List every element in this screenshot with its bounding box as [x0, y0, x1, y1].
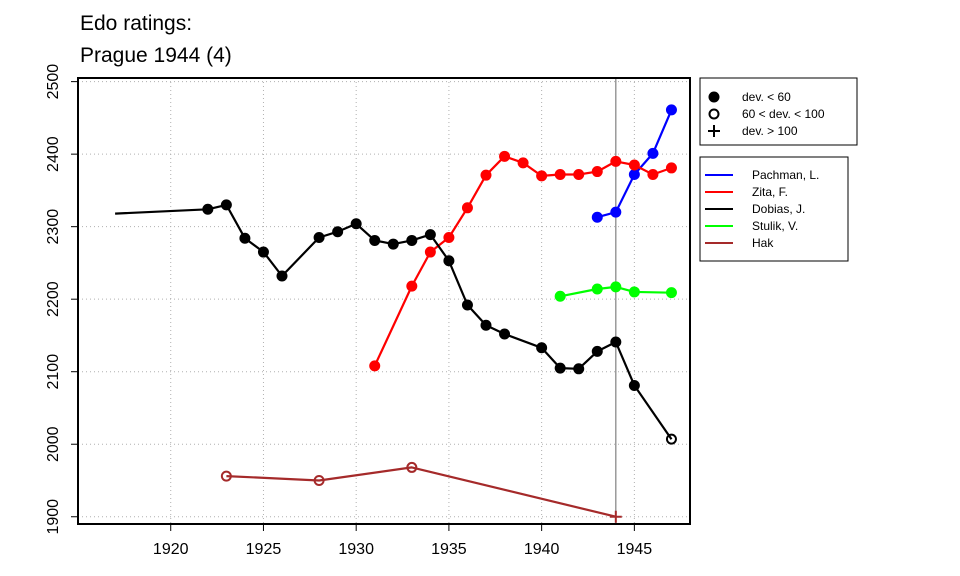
data-point-zita-f	[499, 150, 511, 162]
data-point-dobias-j	[573, 363, 585, 375]
deviation-legend-marker	[708, 91, 720, 103]
data-point-zita-f	[480, 169, 492, 181]
data-point-dobias-j	[332, 226, 344, 238]
plot-frame	[77, 77, 691, 525]
data-point-zita-f	[647, 168, 659, 180]
data-point-zita-f	[536, 170, 548, 182]
y-tick-label: 2500	[45, 64, 62, 100]
series-stulik-v	[554, 281, 677, 302]
y-tick-label: 2100	[45, 354, 62, 390]
deviation-legend-label: 60 < dev. < 100	[742, 107, 825, 121]
data-point-dobias-j	[257, 246, 269, 258]
x-tick-label: 1925	[246, 541, 282, 558]
data-point-pachman-l	[628, 168, 640, 180]
data-point-dobias-j	[406, 234, 418, 246]
y-axis: 1900 2000 2100 2200 2300 2400 2500	[45, 64, 79, 535]
data-point-zita-f	[461, 202, 473, 214]
series-layer	[115, 104, 677, 523]
data-point-dobias-j	[369, 234, 381, 246]
y-tick-label: 1900	[45, 499, 62, 535]
data-point-zita-f	[665, 162, 677, 174]
data-point-zita-f	[406, 280, 418, 292]
data-point-zita-f	[443, 232, 455, 244]
y-tick-label: 2300	[45, 209, 62, 245]
x-tick-label: 1940	[524, 541, 560, 558]
series-legend: Pachman, L. Zita, F. Dobias, J. Stulik, V. H…	[699, 156, 849, 262]
x-tick-label: 1945	[617, 541, 653, 558]
data-point-dobias-j	[480, 319, 492, 331]
data-point-zita-f	[628, 159, 640, 171]
data-point-hak	[220, 470, 232, 482]
data-point-dobias-j	[276, 270, 288, 282]
series-legend-label: Pachman, L.	[752, 168, 819, 182]
data-point-hak	[406, 461, 418, 473]
data-point-dobias-j	[628, 379, 640, 391]
deviation-legend-label: dev. < 60	[742, 90, 791, 104]
series-legend-label: Dobias, J.	[752, 202, 805, 216]
data-point-pachman-l	[665, 104, 677, 116]
data-point-dobias-j	[387, 238, 399, 250]
grid-layer	[78, 78, 690, 524]
data-point-pachman-l	[647, 147, 659, 159]
data-point-dobias-j	[461, 299, 473, 311]
data-point-dobias-j	[665, 433, 677, 445]
x-tick-label: 1920	[153, 541, 189, 558]
series-hak	[220, 461, 622, 523]
deviation-legend-marker	[708, 108, 720, 120]
data-point-zita-f	[610, 155, 622, 167]
data-point-dobias-j	[239, 232, 251, 244]
data-point-zita-f	[591, 166, 603, 178]
series-legend-label: Hak	[752, 236, 774, 250]
chart-title-line-1: Edo ratings:	[80, 12, 192, 35]
data-point-zita-f	[369, 360, 381, 372]
data-point-zita-f	[554, 168, 566, 180]
data-point-stulik-v	[665, 287, 677, 299]
data-point-hak	[609, 510, 622, 523]
data-point-pachman-l	[610, 206, 622, 218]
series-line-zita-f	[373, 155, 672, 367]
data-point-stulik-v	[628, 286, 640, 298]
data-point-dobias-j	[350, 218, 362, 230]
series-line-hak	[226, 466, 617, 518]
data-point-dobias-j	[313, 232, 325, 244]
data-point-dobias-j	[202, 203, 214, 215]
data-point-pachman-l	[591, 211, 603, 223]
data-point-dobias-j	[610, 336, 622, 348]
data-point-dobias-j	[536, 342, 548, 354]
data-point-dobias-j	[591, 345, 603, 357]
data-point-dobias-j	[220, 199, 232, 211]
data-point-zita-f	[573, 168, 585, 180]
data-point-zita-f	[424, 246, 436, 258]
series-legend-label: Stulik, V.	[752, 219, 798, 233]
data-point-dobias-j	[554, 362, 566, 374]
series-dobias-j	[115, 199, 677, 445]
deviation-legend-marker	[708, 125, 720, 137]
data-point-dobias-j	[424, 229, 436, 241]
data-point-dobias-j	[443, 255, 455, 267]
x-tick-label: 1930	[338, 541, 374, 558]
deviation-legend-box	[699, 77, 858, 146]
data-point-hak	[313, 474, 325, 486]
series-pachman-l	[591, 104, 677, 223]
x-tick-label: 1935	[431, 541, 467, 558]
series-zita-f	[369, 150, 677, 372]
x-axis: 1920 1925 1930 1935 1940 1945	[153, 523, 653, 558]
deviation-legend-label: dev. > 100	[742, 124, 798, 138]
series-legend-label: Zita, F.	[752, 185, 788, 199]
deviation-legend: dev. < 60 60 < dev. < 100 dev. > 100	[699, 77, 858, 146]
y-tick-label: 2200	[45, 281, 62, 317]
data-point-stulik-v	[610, 281, 622, 293]
y-tick-label: 2400	[45, 136, 62, 172]
data-point-zita-f	[517, 157, 529, 169]
y-tick-label: 2000	[45, 426, 62, 462]
data-point-stulik-v	[554, 290, 566, 302]
data-point-dobias-j	[499, 328, 511, 340]
chart-title-line-2: Prague 1944 (4)	[80, 44, 232, 67]
data-point-stulik-v	[591, 283, 603, 295]
